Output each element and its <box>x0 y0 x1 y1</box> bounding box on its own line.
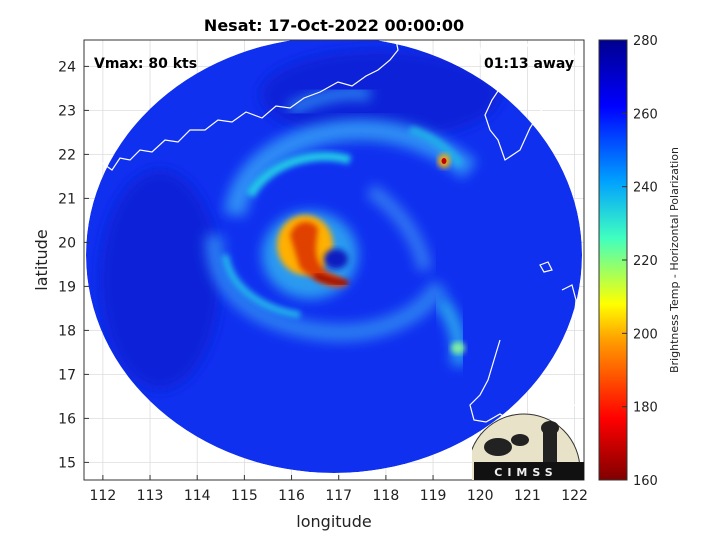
island <box>539 261 553 273</box>
x-axis-ticks: 112 113 114 115 116 117 118 119 120 121 122 <box>90 475 588 504</box>
coastline-luzon-south <box>557 403 584 411</box>
x-tick-label: 119 <box>420 488 447 504</box>
x-tick-label: 121 <box>514 488 541 504</box>
rainband-cyan <box>246 151 352 198</box>
dark-band <box>100 170 220 390</box>
colorbar-tick-label: 160 <box>633 474 658 489</box>
cimss-logo: CIMSS <box>472 413 584 480</box>
y-tick-label: 20 <box>58 235 76 251</box>
y-tick-label: 16 <box>58 411 76 427</box>
y-tick-label: 21 <box>58 191 76 207</box>
y-tick-label: 18 <box>58 323 76 339</box>
vmax-annotation: Vmax: 80 kts <box>94 56 197 72</box>
eyewall-core <box>290 221 348 287</box>
colorbar-tick-label: 260 <box>633 107 658 122</box>
x-axis-label: longitude <box>296 512 371 531</box>
eyewall-coldest <box>313 272 349 286</box>
y-tick-label: 24 <box>58 59 76 75</box>
colorbar-tick-label: 220 <box>633 254 658 269</box>
x-tick-label: 112 <box>90 488 117 504</box>
convective-cell-core <box>441 158 447 164</box>
logo-dish <box>511 434 529 446</box>
dark-band <box>260 50 500 140</box>
y-axis-ticks: 15 16 17 18 19 20 21 22 23 24 <box>58 59 89 471</box>
x-tick-label: 118 <box>373 488 400 504</box>
colorbar-ticks: 160 180 200 220 240 260 280 <box>622 34 658 489</box>
rainband-south <box>205 234 448 342</box>
x-tick-label: 115 <box>231 488 258 504</box>
y-tick-label: 23 <box>58 103 76 119</box>
rainband-east <box>366 184 432 272</box>
x-tick-label: 113 <box>137 488 164 504</box>
coastline-china <box>85 40 399 171</box>
logo-text: CIMSS <box>494 466 557 479</box>
x-tick-label: 114 <box>184 488 211 504</box>
coastline-taiwan-strait <box>484 40 581 161</box>
logo-banner <box>474 462 584 480</box>
island <box>133 385 139 391</box>
convective-cell <box>451 342 465 354</box>
rainband-southeast <box>434 295 467 367</box>
colorbar-tick-label: 280 <box>633 34 658 49</box>
y-axis-label: latitude <box>32 229 51 290</box>
coastline-north <box>477 40 485 81</box>
y-tick-label: 15 <box>58 455 76 471</box>
x-tick-label: 116 <box>278 488 305 504</box>
rainband-north <box>287 87 372 116</box>
rainband-cyan <box>221 254 301 319</box>
logo-tower-top <box>541 421 559 435</box>
x-tick-label: 120 <box>467 488 494 504</box>
colorbar-tick-label: 180 <box>633 401 658 416</box>
swath <box>85 40 584 473</box>
coastline-luzon-west <box>469 339 511 423</box>
x-tick-label: 117 <box>325 488 352 504</box>
colorbar-tick-label: 200 <box>633 327 658 342</box>
y-tick-label: 22 <box>58 147 76 163</box>
y-tick-label: 19 <box>58 279 76 295</box>
coastline-luzon <box>561 284 577 321</box>
y-tick-label: 17 <box>58 367 76 383</box>
rainband-northeast <box>408 126 464 168</box>
eye <box>324 249 348 269</box>
chart-title: Nesat: 17-Oct-2022 00:00:00 <box>204 16 464 35</box>
x-tick-label: 122 <box>561 488 588 504</box>
logo-dish <box>484 438 512 456</box>
colorbar-tick-label: 240 <box>633 181 658 196</box>
coastlines <box>85 40 584 423</box>
colorbar-label: Brightness Temp - Horizontal Polarizatio… <box>668 147 681 373</box>
logo-tower <box>543 432 557 462</box>
time-away-annotation: 01:13 away <box>484 56 574 72</box>
axes-box <box>83 39 585 481</box>
